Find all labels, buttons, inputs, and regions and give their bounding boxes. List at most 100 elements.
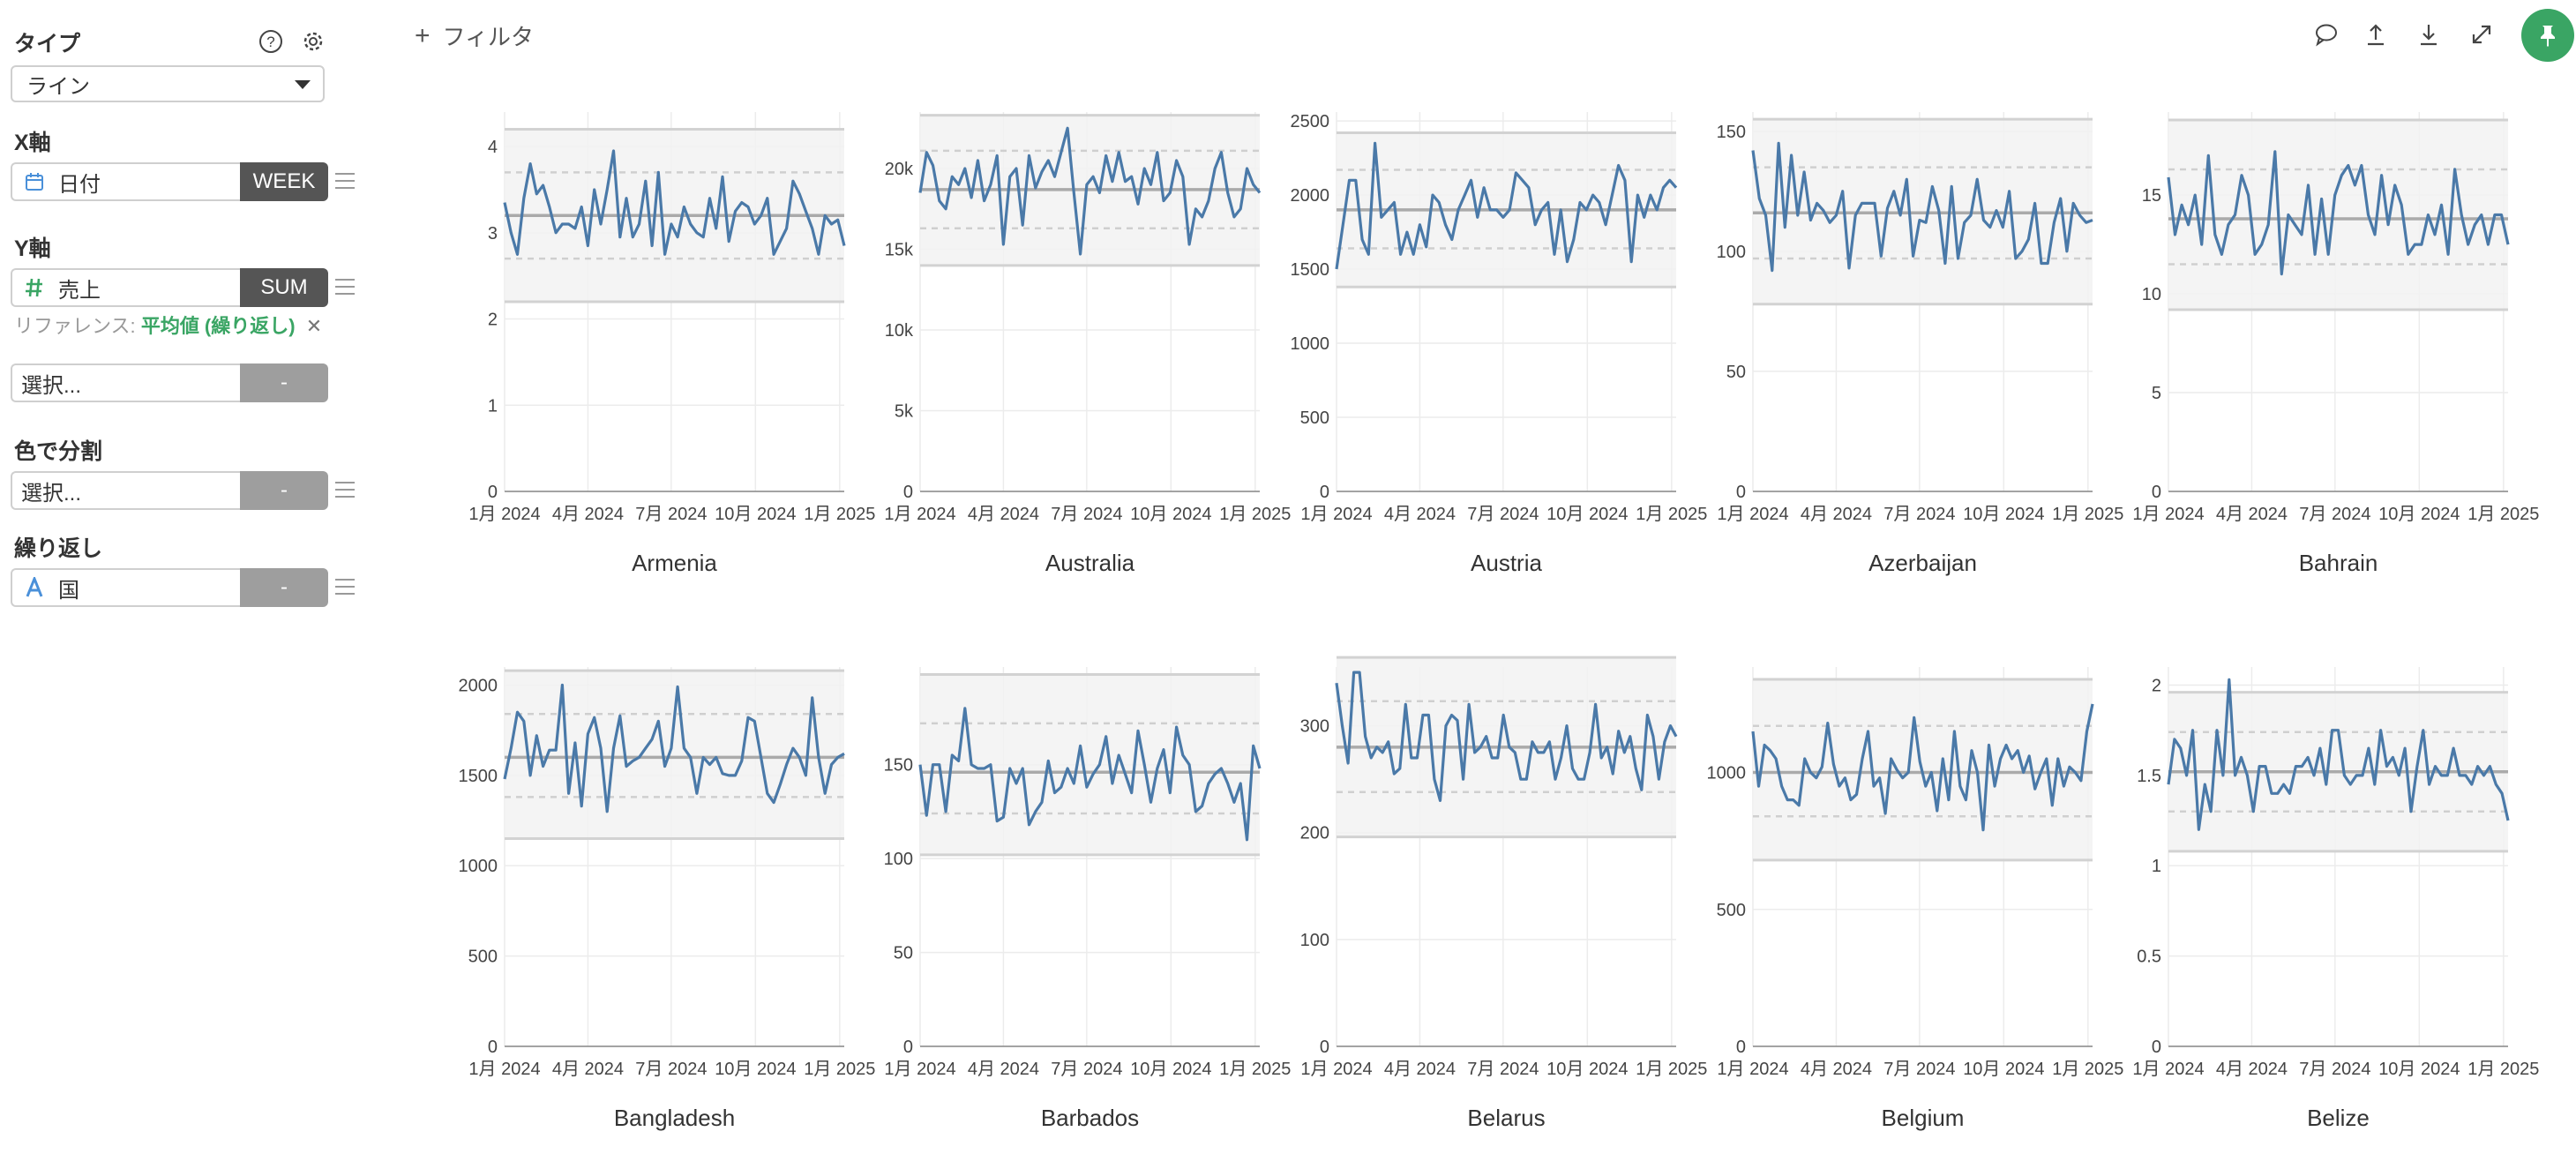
x-tick-label: 4月 2024 [1384,505,1456,524]
series-line [2167,678,2510,831]
x-axis-heading: X軸 [14,131,51,155]
y-tick-label: 500 [1300,408,1329,428]
x-tick-label: 7月 2024 [1883,505,1955,524]
reference-remove-icon[interactable]: ✕ [305,315,323,337]
y-tick-label: 5 [2152,384,2161,403]
y-tick-label: 1500 [459,767,498,786]
x-tick-label: 10月 2024 [715,505,796,524]
chevron-down-icon [295,80,311,89]
calendar-icon [21,172,48,191]
y-tick-label: 150 [884,756,913,776]
upload-icon[interactable] [2361,19,2391,49]
y-tick-label: 3 [488,224,498,244]
x-tick-label: 1月 2024 [884,1060,955,1079]
y-tick-label: 100 [1717,243,1746,262]
hash-icon [21,277,48,298]
x-tick-label: 7月 2024 [2299,505,2370,524]
x-tick-label: 10月 2024 [1130,505,1211,524]
repeat-aggregation-button[interactable]: - [240,568,328,607]
x-tick-label: 1月 2025 [1219,505,1291,524]
repeat-drag-handle[interactable] [335,579,355,595]
series-line [918,126,1262,256]
x-tick-label: 10月 2024 [1963,505,2044,524]
x-tick-label: 1月 2025 [1219,1060,1291,1079]
repeat-field[interactable]: 国 - [11,568,328,607]
x-axis-drag-handle[interactable] [335,173,355,189]
pin-button[interactable] [2521,9,2574,62]
y-tick-label: 150 [1717,123,1746,142]
chart-belgium: 0 500 1000 1月 2024 4月 2024 7月 2024 10月 2024 1月 … [1707,667,2123,1131]
y-tick-label: 2000 [1291,186,1330,206]
x-tick-label: 1月 2024 [1717,1060,1788,1079]
y-axis-aggregation-button[interactable]: SUM [240,268,328,307]
reference-band [505,671,844,839]
y-tick-label: 10k [885,321,914,341]
x-tick-label: 10月 2024 [715,1060,796,1079]
x-tick-label: 10月 2024 [1963,1060,2044,1079]
plus-icon: + [415,20,431,50]
color-split-drag-handle[interactable] [335,482,355,498]
y-axis-drag-handle[interactable] [335,279,355,295]
series-line [2167,150,2510,276]
y-tick-label: 1 [488,396,498,416]
chart-armenia: 0 1 2 3 4 1月 2024 4月 2024 7月 2024 10月 2024 1月 202… [468,112,875,576]
y-tick-label: 1000 [459,857,498,876]
chart-belarus: 0 100 200 300 1月 2024 4月 2024 7月 2024 10月 2024 1… [1300,656,1707,1131]
x-tick-label: 7月 2024 [635,505,707,524]
chart-title: Armenia [632,550,717,576]
add-filter-button[interactable]: + フィルタ [415,19,534,52]
reference-line: リファレンス: 平均値 (繰り返し) ✕ [14,311,322,339]
x-tick-label: 7月 2024 [635,1060,707,1079]
series-line [1751,703,2094,832]
expand-icon[interactable] [2467,19,2497,49]
chart-type-select[interactable]: ライン [11,65,325,102]
reference-value-link[interactable]: 平均値 (繰り返し) [140,315,296,337]
reference-label: リファレンス: [14,315,136,337]
x-tick-label: 7月 2024 [2299,1060,2370,1079]
chart-title: Belarus [1467,1105,1545,1131]
color-split-placeholder: 選択... [21,481,82,506]
chart-title: Austria [1471,550,1542,576]
x-tick-label: 4月 2024 [552,1060,624,1079]
y-tick-label: 1500 [1291,260,1330,280]
y-tick-label: 0 [2152,1038,2161,1057]
extra-y-aggregation-button[interactable]: - [240,363,328,402]
series-line [1335,671,1678,803]
x-axis-aggregation-button[interactable]: WEEK [240,162,328,201]
comment-icon[interactable] [2311,19,2341,49]
x-axis-field[interactable]: 日付 WEEK [11,162,328,201]
y-tick-label: 50 [1726,363,1746,382]
x-tick-label: 1月 2024 [1300,1060,1372,1079]
y-tick-label: 15 [2142,186,2161,206]
x-tick-label: 1月 2024 [2132,1060,2204,1079]
filter-label: フィルタ [442,24,535,50]
x-tick-label: 1月 2024 [468,505,540,524]
series-line [503,149,846,256]
download-icon[interactable] [2414,19,2444,49]
extra-y-placeholder: 選択... [21,373,82,398]
chart-title: Bangladesh [614,1105,735,1131]
x-tick-label: 4月 2024 [552,505,624,524]
y-tick-label: 1 [2152,857,2161,876]
reference-band [2168,119,2508,310]
y-tick-label: 20k [885,160,914,179]
extra-y-field[interactable]: 選択... - [11,363,328,402]
color-split-heading: 色で分割 [14,439,103,464]
repeat-heading: 繰り返し [14,536,103,561]
y-tick-label: 0 [2152,483,2161,502]
y-tick-label: 0 [488,483,498,502]
color-split-aggregation-button[interactable]: - [240,471,328,510]
chart-type-value: ライン [26,74,90,99]
y-tick-label: 2000 [459,676,498,695]
chart-bangladesh: 0 500 1000 1500 2000 1月 2024 4月 2024 7月 2024 10月… [459,667,875,1131]
x-tick-label: 4月 2024 [1384,1060,1456,1079]
reference-band [920,674,1260,855]
gear-icon[interactable] [298,26,328,56]
y-axis-field[interactable]: 売上 SUM [11,268,328,307]
x-tick-label: 1月 2024 [1717,505,1788,524]
help-icon[interactable]: ? [256,26,286,56]
y-axis-field-label: 売上 [58,278,101,303]
color-split-field[interactable]: 選択... - [11,471,328,510]
y-tick-label: 1000 [1291,334,1330,354]
chart-title: Belgium [1882,1105,1965,1131]
